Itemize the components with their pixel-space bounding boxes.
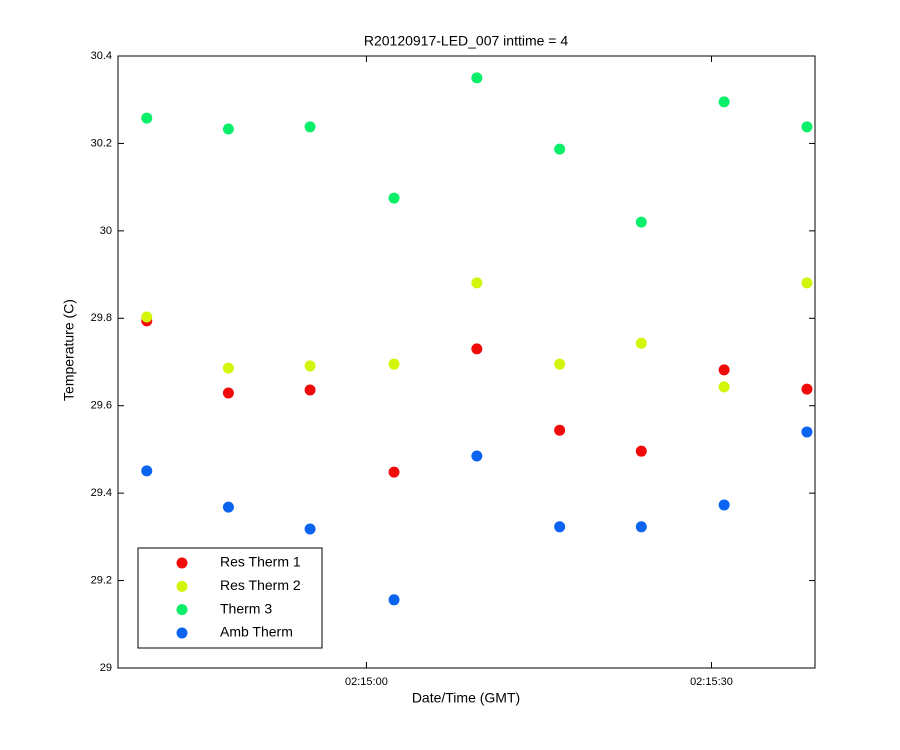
point bbox=[304, 360, 316, 372]
point bbox=[554, 143, 566, 155]
point bbox=[554, 358, 566, 370]
chart-title: R20120917-LED_007 inttime = 4 bbox=[364, 33, 569, 49]
point bbox=[471, 277, 483, 289]
point bbox=[471, 343, 483, 355]
point bbox=[635, 216, 647, 228]
x-tick-label: 02:15:00 bbox=[345, 676, 388, 688]
legend-marker bbox=[176, 580, 188, 592]
x-axis-label: Date/Time (GMT) bbox=[412, 690, 520, 706]
point bbox=[222, 387, 234, 399]
point bbox=[801, 383, 813, 395]
point bbox=[718, 381, 730, 393]
legend-label: Res Therm 1 bbox=[220, 554, 301, 570]
legend-label: Res Therm 2 bbox=[220, 577, 301, 593]
y-tick-label: 30.2 bbox=[91, 137, 112, 149]
legend-label: Therm 3 bbox=[220, 600, 272, 616]
point bbox=[801, 277, 813, 289]
y-axis-label: Temperature (C) bbox=[61, 299, 77, 401]
point bbox=[718, 364, 730, 376]
point bbox=[635, 445, 647, 457]
point bbox=[141, 311, 153, 323]
point bbox=[554, 521, 566, 533]
legend-marker bbox=[176, 604, 188, 616]
y-tick-label: 29 bbox=[100, 662, 112, 674]
legend-label: Amb Therm bbox=[220, 624, 293, 640]
point bbox=[141, 465, 153, 477]
y-tick-label: 30.4 bbox=[91, 50, 112, 62]
y-tick-label: 30 bbox=[100, 225, 112, 237]
point bbox=[388, 466, 400, 478]
point bbox=[304, 121, 316, 133]
point bbox=[304, 523, 316, 535]
point bbox=[141, 112, 153, 124]
point bbox=[222, 501, 234, 513]
legend-marker bbox=[176, 557, 188, 569]
point bbox=[304, 384, 316, 396]
y-tick-label: 29.8 bbox=[91, 312, 112, 324]
point bbox=[718, 96, 730, 108]
point bbox=[222, 123, 234, 135]
point bbox=[388, 358, 400, 370]
x-tick-label: 02:15:30 bbox=[690, 676, 733, 688]
point bbox=[471, 450, 483, 462]
y-tick-label: 29.4 bbox=[91, 487, 112, 499]
point bbox=[554, 424, 566, 436]
point bbox=[635, 521, 647, 533]
point bbox=[388, 192, 400, 204]
point bbox=[718, 499, 730, 511]
point bbox=[635, 337, 647, 349]
y-tick-label: 29.2 bbox=[91, 574, 112, 586]
point bbox=[222, 362, 234, 374]
legend-box bbox=[137, 547, 323, 649]
legend-marker bbox=[176, 627, 188, 639]
point bbox=[471, 72, 483, 84]
point bbox=[801, 426, 813, 438]
point bbox=[801, 121, 813, 133]
point bbox=[388, 594, 400, 606]
y-tick-label: 29.6 bbox=[91, 400, 112, 412]
